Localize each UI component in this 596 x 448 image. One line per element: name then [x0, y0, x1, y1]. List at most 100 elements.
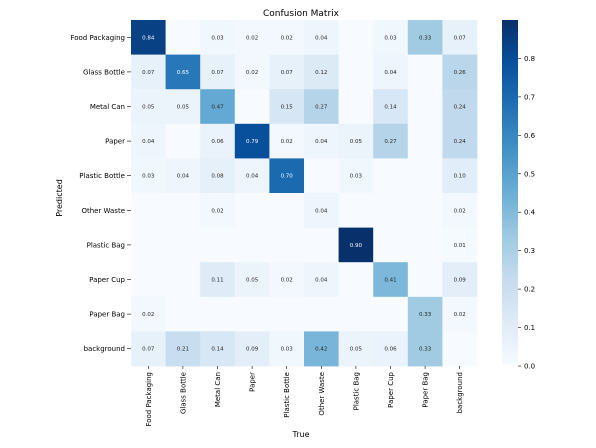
- cell-value-label: 0.15: [281, 105, 294, 111]
- colorbar-ticks: 0.0 0.1 0.2 0.3 0.4 0.5 0.6 0.7 0.8: [518, 55, 536, 371]
- cell-value-label: 0.02: [246, 70, 258, 76]
- cell-value-label: 0.42: [315, 347, 327, 353]
- heatmap-cell: [269, 193, 305, 228]
- heatmap-cell: [407, 262, 443, 298]
- heatmap-cell: [200, 227, 236, 263]
- x-axis-ticks: Food Packaging Glass Bottle Metal Can Paper…: [145, 366, 464, 427]
- y-tick-label: Plastic Bottle: [79, 172, 125, 180]
- heatmap-cell: [338, 296, 374, 332]
- cell-value-label: 0.41: [384, 278, 396, 284]
- heatmap-cell: [131, 123, 166, 159]
- heatmap-cell: [407, 296, 443, 332]
- heatmap-cell: [234, 89, 270, 125]
- heatmap-cell: [269, 158, 305, 194]
- heatmap-cell: [234, 158, 270, 194]
- heatmap-cell: [338, 227, 374, 263]
- heatmap-cell: [234, 193, 270, 228]
- y-axis-label: Predicted: [55, 179, 64, 217]
- heatmap-cell: [338, 20, 374, 55]
- heatmap-cell: [442, 331, 478, 367]
- heatmap-cell: [442, 296, 478, 332]
- heatmap-cell: [200, 54, 236, 90]
- heatmap-cell: [165, 123, 201, 159]
- y-tick-label: Other Waste: [81, 207, 125, 215]
- heatmap-cell: [442, 123, 478, 159]
- colorbar-tick-label: 0.7: [524, 93, 535, 101]
- heatmap-cell: [131, 54, 166, 90]
- cell-value-label: 0.02: [142, 312, 154, 318]
- heatmap-cell: [269, 89, 305, 125]
- heatmap-cell: [407, 54, 443, 90]
- heatmap-cell: [304, 123, 339, 159]
- heatmap-cell: [442, 158, 478, 194]
- heatmap-cell: [234, 227, 270, 263]
- cell-value-label: 0.33: [419, 312, 432, 318]
- heatmap-cell: [373, 158, 409, 194]
- heatmap-cell: [165, 296, 201, 332]
- cell-value-label: 0.05: [142, 105, 155, 111]
- colorbar-gradient: [502, 20, 518, 366]
- cell-value-label: 0.84: [142, 35, 155, 41]
- cell-value-label: 0.07: [281, 70, 294, 76]
- cell-value-label: 0.03: [281, 347, 294, 353]
- heatmap-cell: [200, 123, 236, 159]
- heatmap-cell: [442, 227, 478, 263]
- cell-value-label: 0.07: [142, 347, 155, 353]
- heatmap-cell: [165, 158, 201, 194]
- heatmap-cell: [200, 20, 236, 55]
- cell-value-label: 0.90: [350, 243, 363, 249]
- heatmap-cell: [338, 54, 374, 90]
- x-tick-label: background: [456, 372, 464, 413]
- cell-value-label: 0.04: [384, 70, 397, 76]
- heatmap-cell: [234, 54, 270, 90]
- heatmap-cell: [442, 54, 478, 90]
- heatmap-cell: [269, 262, 305, 298]
- colorbar-tick-label: 0.8: [524, 55, 535, 63]
- heatmap-cell: [407, 123, 443, 159]
- heatmap-cell: [407, 331, 443, 367]
- heatmap-cell: [165, 89, 201, 125]
- heatmap-cell: [200, 331, 236, 367]
- x-tick-label: Paper: [249, 372, 257, 392]
- heatmap-cell: [373, 54, 409, 90]
- y-axis-ticks: Food Packaging Glass Bottle Metal Can Paper…: [70, 34, 131, 353]
- heatmap-cell: [304, 89, 339, 125]
- heatmap-cell: [442, 20, 478, 55]
- heatmap-cell: [338, 158, 374, 194]
- colorbar-tick-label: 0.1: [524, 324, 535, 332]
- cell-value-label: 0.03: [384, 35, 397, 41]
- cell-value-label: 0.09: [454, 278, 467, 284]
- cell-value-label: 0.26: [454, 70, 467, 76]
- cell-value-label: 0.02: [246, 35, 258, 41]
- y-tick-label: Plastic Bag: [87, 241, 125, 249]
- cell-value-label: 0.04: [177, 174, 190, 180]
- x-tick-label: Plastic Bag: [352, 372, 360, 410]
- cell-value-label: 0.21: [177, 347, 189, 353]
- heatmap-cell: [131, 20, 166, 55]
- y-tick-label: Paper Bag: [89, 311, 125, 319]
- heatmap-cell: [234, 20, 270, 55]
- cell-value-label: 0.01: [454, 243, 466, 249]
- heatmap-cell: [373, 193, 409, 228]
- x-tick-label: Paper Bag: [422, 372, 430, 408]
- cell-value-label: 0.03: [350, 174, 363, 180]
- heatmap-cell: [304, 296, 339, 332]
- heatmap-cell: [373, 331, 409, 367]
- heatmap-cell: [269, 54, 305, 90]
- heatmap-cell: [442, 262, 478, 298]
- heatmap-cell: [338, 262, 374, 298]
- heatmap-cell: [338, 193, 374, 228]
- cell-value-label: 0.33: [419, 35, 432, 41]
- heatmap-cell: [407, 227, 443, 263]
- heatmap-cell: [442, 89, 478, 125]
- heatmap-cell: [131, 227, 166, 263]
- colorbar-tick-label: 0.0: [524, 363, 535, 371]
- heatmap-cell: [304, 54, 339, 90]
- cell-value-label: 0.04: [315, 208, 328, 214]
- cell-value-label: 0.11: [211, 278, 223, 284]
- heatmap-cell: [234, 123, 270, 159]
- cell-value-label: 0.33: [419, 347, 432, 353]
- y-tick-label: Metal Can: [90, 103, 125, 111]
- heatmap-cell: [373, 20, 409, 55]
- cell-value-label: 0.06: [384, 347, 397, 353]
